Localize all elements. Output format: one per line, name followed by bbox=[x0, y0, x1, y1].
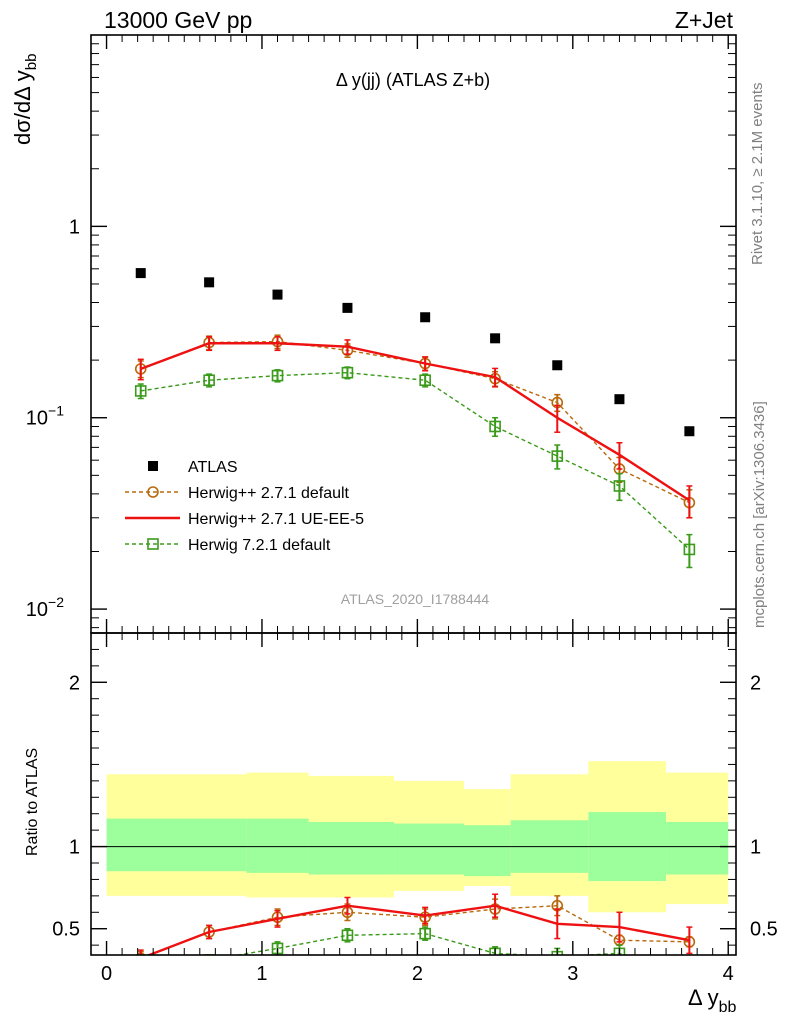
y-axis-label-text: dσ/dΔ y bbox=[10, 70, 35, 145]
legend: ATLAS Herwig++ 2.7.1 default Herwig++ 2.7.… bbox=[125, 459, 364, 554]
data-point bbox=[551, 450, 564, 462]
legend-item: Herwig++ 2.7.1 default bbox=[125, 485, 350, 502]
series-herwig-2-7-1-ue-ee-5 bbox=[137, 335, 693, 519]
data-point bbox=[341, 366, 354, 379]
x-axis-label-sub: bb bbox=[719, 999, 737, 1016]
legend-label: Herwig++ 2.7.1 UE-EE-5 bbox=[188, 511, 364, 528]
rivet-label: Rivet 3.1.10, ≥ 2.1M events bbox=[749, 83, 766, 266]
y-tick-base: 10 bbox=[26, 408, 48, 430]
svg-text:Δ ybb: Δ ybb bbox=[688, 985, 736, 1016]
legend-item: Herwig++ 2.7.1 UE-EE-5 bbox=[125, 511, 364, 528]
ratio-tick-label-right: 2 bbox=[750, 672, 761, 694]
data-point bbox=[684, 966, 694, 976]
data-point bbox=[613, 480, 626, 492]
x-axis-label-text: Δ y bbox=[688, 985, 719, 1010]
data-point bbox=[419, 374, 431, 387]
legend-label: ATLAS bbox=[188, 459, 238, 476]
x-tick-label: 4 bbox=[723, 963, 734, 985]
data-point bbox=[489, 420, 501, 433]
data-point bbox=[271, 369, 284, 382]
data-point bbox=[684, 426, 695, 437]
ratio-tick-label: 2 bbox=[69, 672, 80, 694]
y-tick-exponent: −2 bbox=[48, 594, 64, 610]
x-tick-label: 2 bbox=[412, 963, 423, 985]
data-point bbox=[136, 966, 146, 976]
series-line bbox=[140, 371, 690, 550]
ratio-series-line bbox=[145, 904, 690, 955]
y-tick-base: 1 bbox=[69, 216, 80, 238]
energy-label: 13000 GeV pp bbox=[104, 7, 252, 33]
data-point bbox=[341, 929, 354, 942]
data-point bbox=[135, 268, 146, 279]
y-tick-base: 10 bbox=[26, 599, 48, 621]
ratio-series-line bbox=[147, 905, 690, 955]
legend-item: ATLAS bbox=[148, 459, 238, 476]
x-tick-label: 1 bbox=[256, 963, 267, 985]
ratio-bands bbox=[106, 761, 729, 913]
series-herwig-7-2-1-default bbox=[134, 366, 696, 569]
data-point bbox=[204, 277, 215, 288]
data-point bbox=[148, 461, 158, 471]
legend-item: Herwig 7.2.1 default bbox=[125, 537, 331, 554]
data-point bbox=[683, 543, 696, 556]
x-tick-label: 0 bbox=[101, 963, 112, 985]
y-axis-label: dσ/dΔ ybb bbox=[10, 54, 40, 145]
svg-text:dσ/dΔ ybb: dσ/dΔ ybb bbox=[10, 54, 40, 145]
y-tick-label: 10−1 bbox=[26, 403, 64, 430]
ratio-frame bbox=[90, 632, 737, 956]
data-point bbox=[342, 302, 353, 313]
analysis-label: ATLAS_2020_I1788444 bbox=[341, 591, 490, 607]
process-label: Z+Jet bbox=[675, 7, 734, 33]
band-stat bbox=[666, 821, 729, 875]
band-stat bbox=[394, 823, 465, 875]
ratio-tick-label-right: 0.5 bbox=[750, 919, 778, 941]
ratio-series-herwig-2-7-1-ue-ee-5 bbox=[137, 893, 693, 955]
series-line bbox=[140, 342, 691, 502]
x-tick-label: 3 bbox=[567, 963, 578, 985]
legend-label: Herwig++ 2.7.1 default bbox=[188, 485, 350, 502]
legend-label: Herwig 7.2.1 default bbox=[188, 537, 331, 554]
data-point bbox=[490, 333, 501, 344]
band-stat bbox=[246, 818, 309, 873]
main-plot-area bbox=[134, 268, 696, 569]
band-stat bbox=[308, 821, 395, 875]
series-line bbox=[140, 340, 690, 504]
source-label: mcplots.cern.ch [arXiv:1306.3436] bbox=[751, 401, 768, 628]
ratio-tick-label-right: 1 bbox=[750, 837, 761, 859]
y-tick-label: 10−2 bbox=[26, 594, 64, 621]
plot-title: Δ y(jj) (ATLAS Z+b) bbox=[336, 70, 490, 90]
y-tick-exponent: −1 bbox=[48, 403, 64, 419]
data-point bbox=[147, 486, 159, 498]
data-point bbox=[419, 927, 431, 940]
band-stat bbox=[464, 825, 511, 877]
x-axis-label: Δ ybb bbox=[688, 985, 736, 1016]
data-point bbox=[134, 385, 147, 397]
data-point bbox=[420, 312, 431, 323]
ratio-tick-label: 0.5 bbox=[52, 919, 80, 941]
data-point bbox=[203, 954, 215, 955]
ratio-axis-label: Ratio to ATLAS bbox=[24, 748, 41, 856]
data-point bbox=[552, 360, 563, 371]
band-stat bbox=[106, 818, 247, 872]
series-atlas bbox=[135, 268, 695, 437]
ratio-tick-label: 1 bbox=[69, 837, 80, 859]
data-point bbox=[147, 538, 159, 550]
data-point bbox=[272, 289, 283, 300]
data-point bbox=[203, 374, 215, 387]
y-tick-label: 1 bbox=[69, 216, 80, 238]
y-axis-label-sub: bb bbox=[23, 54, 40, 71]
data-point bbox=[614, 394, 625, 405]
